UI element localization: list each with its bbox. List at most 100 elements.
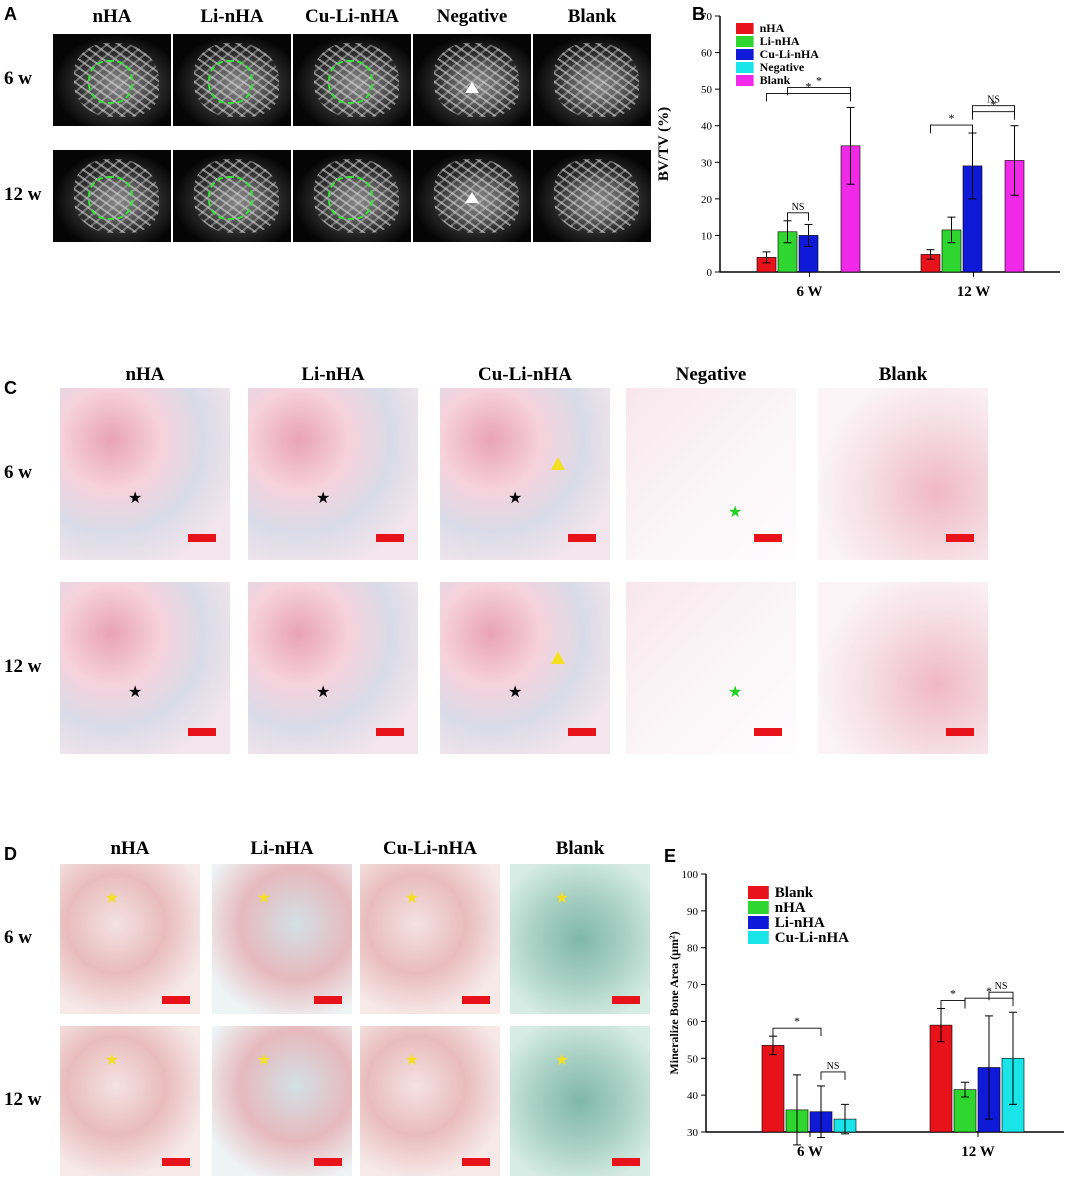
panel-d-image-blank-6-w: ★ — [510, 864, 650, 1014]
defect-outline — [88, 59, 133, 105]
scale-bar — [314, 996, 342, 1004]
scale-bar — [568, 534, 596, 542]
panel-letter-b: B — [692, 4, 705, 24]
panel-c-image-blank-6-w — [818, 388, 988, 560]
black-star-marker: ★ — [316, 684, 331, 702]
defect-outline — [208, 175, 253, 221]
y-tick-label: 100 — [682, 869, 699, 881]
panel-a-image-negative-12-w — [413, 150, 531, 242]
panel-c-column-title-blank: Blank — [878, 364, 928, 385]
scale-bar — [568, 728, 596, 736]
panel-d-column-title-nha: nHA — [110, 838, 150, 859]
panel-d-column-title-cu-li-nha: Cu-Li-nHA — [383, 838, 477, 859]
yellow-star-marker: ★ — [554, 890, 570, 907]
scale-bar — [376, 728, 404, 736]
panel-a-image-nha-6-w — [53, 34, 171, 126]
panel-a-image-li-nha-6-w — [173, 34, 291, 126]
panel-c-row-label-12-w: 12 w — [4, 656, 42, 677]
panel-d-image-cu-li-nha-6-w: ★ — [360, 864, 500, 1014]
scale-bar — [462, 1158, 490, 1166]
panel-a-image-negative-6-w — [413, 34, 531, 126]
defect-outline — [328, 59, 373, 105]
y-tick-label: 50 — [687, 1053, 699, 1065]
black-star-marker: ★ — [128, 490, 143, 508]
x-tick-label-12-w: 12 W — [957, 284, 990, 300]
panel-c-column-title-nha: nHA — [125, 364, 165, 385]
y-tick-label: 80 — [687, 943, 699, 955]
legend-swatch-nha — [748, 901, 769, 914]
panel-d-column-title-blank: Blank — [555, 838, 605, 859]
legend-swatch-nha — [736, 23, 754, 34]
significance-label: NS — [987, 95, 1000, 106]
yellow-star-marker: ★ — [554, 1052, 570, 1069]
panel-letter-c: C — [4, 378, 17, 398]
white-arrowhead-marker — [464, 81, 479, 93]
y-tick-label: 50 — [701, 84, 713, 96]
scale-bar — [188, 728, 216, 736]
yellow-star-marker: ★ — [104, 890, 120, 907]
panel-a-image-cu-li-nha-12-w — [293, 150, 411, 242]
legend-swatch-li-nha — [748, 916, 769, 929]
panel-a-column-title-negative: Negative — [436, 6, 508, 27]
black-star-marker: ★ — [508, 490, 523, 508]
chart-e-mineralized-area: 30 40 50 60 70 80 90 100 Mineralize Bone Area (μ… — [667, 869, 1064, 1160]
panel-a-image-blank-12-w — [533, 150, 651, 242]
significance-label: * — [950, 987, 956, 1001]
significance-label: * — [991, 98, 997, 112]
legend-label-li-nha: Li-nHA — [760, 34, 800, 48]
white-arrowhead-marker — [464, 192, 479, 204]
scale-bar — [462, 996, 490, 1004]
y-tick-label: 30 — [687, 1127, 699, 1139]
significance-label: * — [949, 111, 955, 125]
legend-swatch-cu-li-nha — [748, 931, 769, 944]
x-tick-label-12-w: 12 W — [961, 1144, 994, 1160]
yellow-star-marker: ★ — [256, 890, 272, 907]
scale-bar — [612, 996, 640, 1004]
yellow-star-marker: ★ — [104, 1052, 120, 1069]
y-axis-label: Mineralize Bone Area (μm²) — [667, 931, 681, 1074]
green-star-marker: ★ — [728, 503, 743, 521]
panel-c-row-label-6-w: 6 w — [4, 462, 32, 483]
defect-outline — [208, 59, 253, 105]
legend-swatch-li-nha — [736, 36, 754, 47]
significance-bracket — [787, 212, 809, 221]
yellow-arrowhead-marker — [550, 650, 565, 664]
y-tick-label: 30 — [701, 157, 713, 169]
legend-swatch-blank — [736, 75, 754, 86]
significance-bracket — [820, 1071, 846, 1080]
scale-bar — [612, 1158, 640, 1166]
panel-a-column-title-cu-li-nha: Cu-Li-nHA — [305, 6, 399, 27]
y-tick-label: 60 — [701, 48, 713, 60]
significance-bracket — [940, 1000, 966, 1009]
defect-outline — [328, 175, 373, 221]
legend-label-negative: Negative — [760, 60, 805, 74]
panel-c-image-cu-li-nha-12-w: ★ — [440, 582, 610, 754]
black-star-marker: ★ — [128, 684, 143, 702]
scale-bar — [946, 534, 974, 542]
y-tick-label: 10 — [701, 230, 713, 242]
black-star-marker: ★ — [508, 684, 523, 702]
panel-c-image-li-nha-12-w: ★ — [248, 582, 418, 754]
legend-swatch-blank — [748, 886, 769, 899]
defect-outline — [88, 175, 133, 221]
panel-d-image-li-nha-6-w: ★ — [212, 864, 352, 1014]
green-star-marker: ★ — [728, 684, 743, 702]
panel-c-image-cu-li-nha-6-w: ★ — [440, 388, 610, 560]
significance-bracket — [772, 1027, 822, 1037]
significance-label: NS — [792, 202, 805, 213]
yellow-star-marker: ★ — [404, 1052, 420, 1069]
significance-label: NS — [827, 1061, 840, 1072]
panel-letter-a: A — [4, 4, 17, 24]
panel-a-row-label-12-w: 12 w — [4, 184, 42, 205]
significance-bracket — [787, 86, 851, 96]
y-tick-label: 40 — [687, 1090, 699, 1102]
y-tick-label: 70 — [687, 980, 699, 992]
panel-a-column-title-blank: Blank — [567, 6, 617, 27]
legend-label-nha: nHA — [775, 900, 806, 916]
y-tick-label: 90 — [687, 906, 699, 918]
panel-letter-d: D — [4, 844, 17, 864]
bar-blank-6-w — [761, 1045, 785, 1133]
panel-d-image-cu-li-nha-12-w: ★ — [360, 1026, 500, 1176]
panel-a-image-li-nha-12-w — [173, 150, 291, 242]
